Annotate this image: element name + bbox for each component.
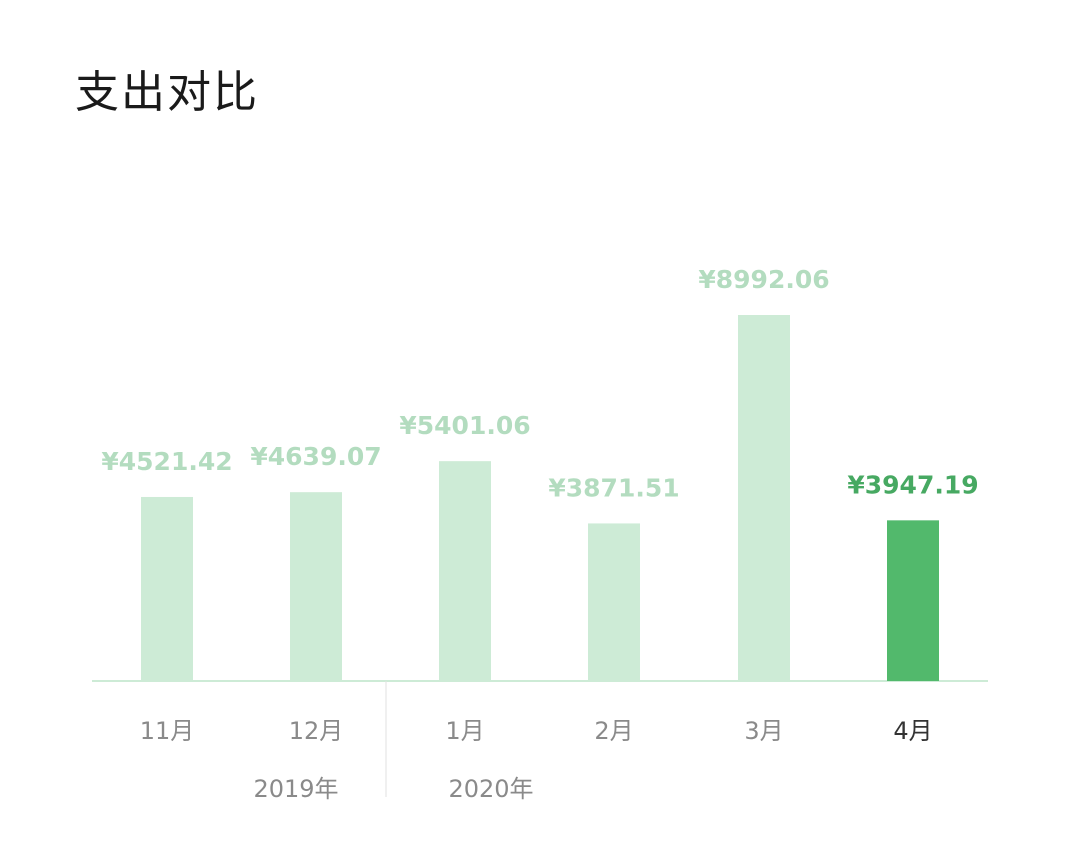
bar-value-label: ¥3871.51 [548, 473, 679, 502]
year-label: 2019年 [253, 775, 338, 803]
bar-1[interactable] [290, 492, 342, 681]
bar-value-label: ¥4521.42 [101, 447, 232, 476]
bar-value-label: ¥5401.06 [399, 411, 530, 440]
x-tick-label: 12月 [289, 717, 344, 745]
bar-value-label: ¥3947.19 [847, 470, 978, 499]
bar-5[interactable] [887, 520, 939, 681]
bar-value-label: ¥8992.06 [698, 265, 829, 294]
x-tick-label: 3月 [744, 717, 783, 745]
x-tick-label: 4月 [893, 717, 932, 745]
bar-2[interactable] [439, 461, 491, 681]
bar-3[interactable] [588, 523, 640, 681]
x-tick-label: 1月 [445, 717, 484, 745]
bar-4[interactable] [738, 315, 790, 681]
x-tick-label: 2月 [594, 717, 633, 745]
page-title: 支出对比 [75, 67, 259, 118]
bar-value-label: ¥4639.07 [250, 442, 381, 471]
year-label: 2020年 [448, 775, 533, 803]
bar-0[interactable] [141, 496, 193, 681]
x-tick-label: 11月 [140, 717, 195, 745]
